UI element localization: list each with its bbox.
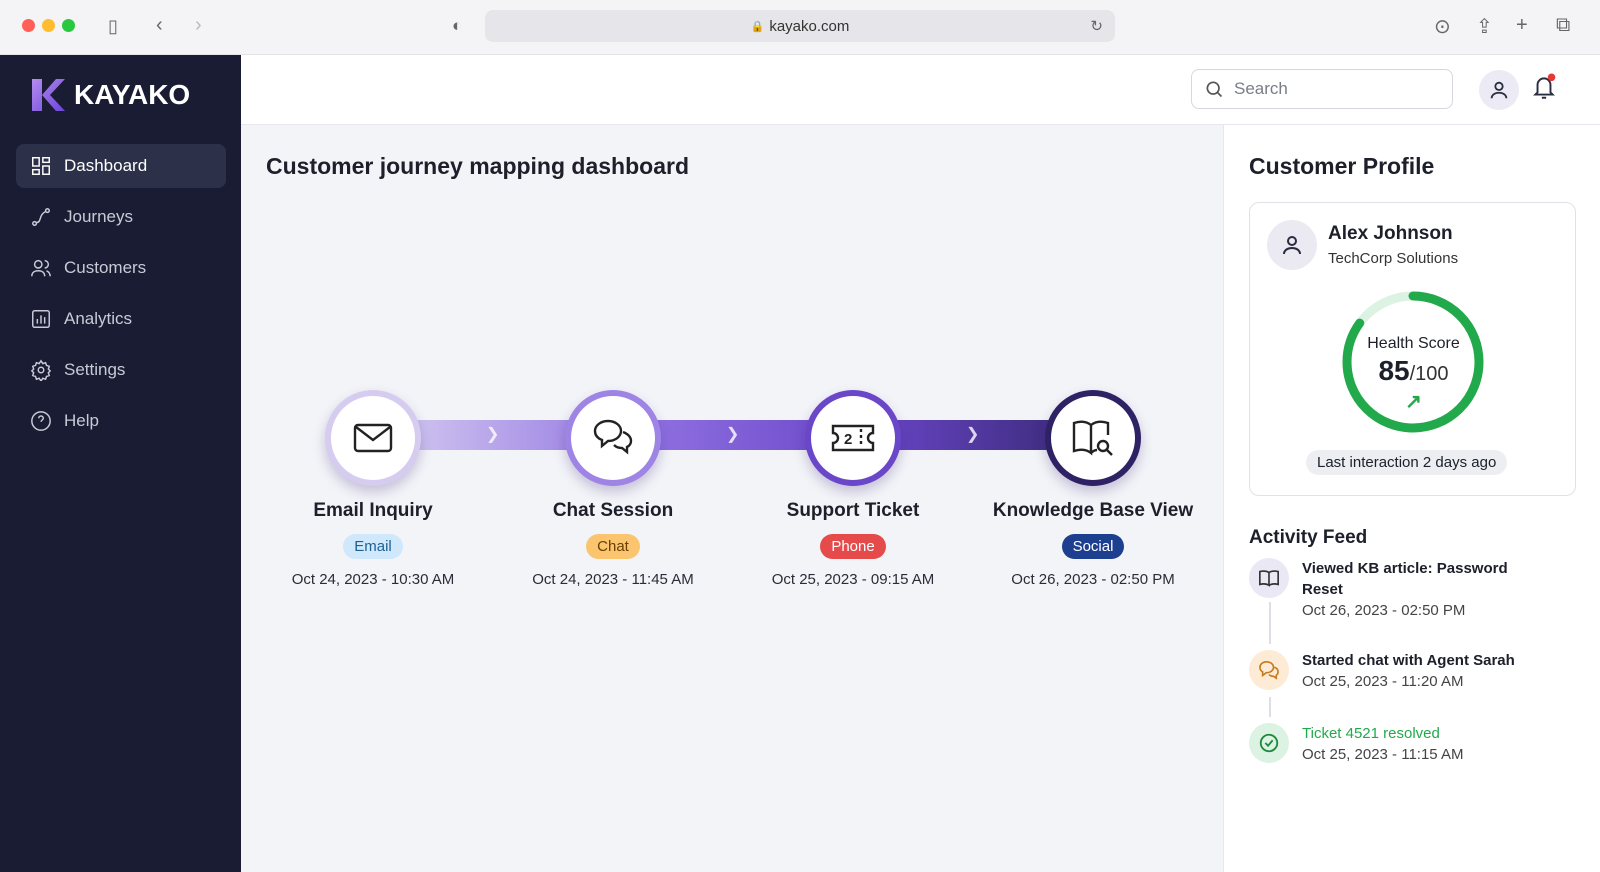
forward-icon[interactable]: › xyxy=(195,14,202,36)
user-icon xyxy=(1490,81,1508,99)
journey-connector xyxy=(371,420,1081,450)
back-icon[interactable]: ‹ xyxy=(156,14,163,36)
arrow-right-icon: ❯ xyxy=(486,426,500,443)
user-icon xyxy=(1283,236,1301,255)
last-interaction-badge: Last interaction 2 days ago xyxy=(1306,450,1508,475)
arrow-right-icon: ❯ xyxy=(966,426,980,443)
sidebar-toggle-icon[interactable]: ▯ xyxy=(108,16,118,36)
sidebar-item-journeys[interactable]: Journeys xyxy=(16,195,226,239)
minimize-window-button[interactable] xyxy=(42,19,55,32)
chart-icon xyxy=(32,310,50,328)
lock-icon: 🔒 xyxy=(750,20,765,33)
chat-icon xyxy=(1249,650,1289,690)
book-icon xyxy=(1249,558,1289,598)
book-search-icon xyxy=(1072,420,1113,456)
shield-icon[interactable]: ◐ xyxy=(452,16,463,35)
search-input[interactable]: Search xyxy=(1191,69,1453,109)
channel-badge: Phone xyxy=(820,534,886,559)
timeline-line xyxy=(1269,697,1271,717)
address-bar[interactable]: 🔒 kayako.com ↻ xyxy=(485,10,1115,42)
bell-icon xyxy=(1533,73,1556,99)
health-score-value: 85/100 xyxy=(1378,355,1449,386)
sidebar-item-analytics[interactable]: Analytics xyxy=(16,297,226,341)
mail-icon xyxy=(353,423,393,453)
main-content: Customer journey mapping dashboard ❯ ❯ ❯… xyxy=(241,125,1223,872)
profile-card: Alex Johnson TechCorp Solutions Health S… xyxy=(1249,202,1576,496)
health-score-ring xyxy=(1342,291,1484,433)
maximize-window-button[interactable] xyxy=(62,19,75,32)
customer-name: Alex Johnson xyxy=(1328,223,1453,244)
sidebar: KAYAKO Dashboard Journeys Customers Anal… xyxy=(0,55,241,872)
health-score-arc xyxy=(1342,291,1484,433)
trend-up-icon: ↗ xyxy=(1405,391,1422,413)
route-icon xyxy=(32,208,50,226)
sidebar-item-customers[interactable]: Customers xyxy=(16,246,226,290)
journey-step-chat[interactable]: Chat Session Chat Oct 24, 2023 - 11:45 A… xyxy=(503,390,723,588)
sidebar-item-dashboard[interactable]: Dashboard xyxy=(16,144,226,188)
svg-text:2: 2 xyxy=(844,431,852,448)
check-circle-icon xyxy=(1249,723,1289,763)
arrow-right-icon: ❯ xyxy=(726,426,740,443)
share-icon[interactable]: ⇪ xyxy=(1476,16,1493,38)
user-avatar-button[interactable] xyxy=(1479,70,1519,110)
sidebar-item-settings[interactable]: Settings xyxy=(16,348,226,392)
search-icon xyxy=(1206,81,1223,98)
customer-company: TechCorp Solutions xyxy=(1328,250,1459,267)
sidebar-item-help[interactable]: Help xyxy=(16,399,226,443)
page-title: Customer journey mapping dashboard xyxy=(266,153,689,179)
journey-step-ticket[interactable]: 2 Support Ticket Phone Oct 25, 2023 - 09… xyxy=(743,390,963,588)
dashboard-icon xyxy=(32,157,50,175)
customer-profile-panel: Customer Profile Alex Johnson TechCorp S… xyxy=(1223,125,1600,872)
channel-badge: Chat xyxy=(586,534,640,559)
journey-step-knowledge-base[interactable]: Knowledge Base View Social Oct 26, 2023 … xyxy=(983,390,1203,588)
ticket-icon: 2 xyxy=(831,424,875,452)
close-window-button[interactable] xyxy=(22,19,35,32)
sidebar-nav: Dashboard Journeys Customers Analytics S… xyxy=(16,144,226,450)
new-tab-icon[interactable]: + xyxy=(1516,14,1528,36)
chat-icon xyxy=(593,419,633,455)
browser-toolbar: ▯ ‹ › ◐ 🔒 kayako.com ↻ ⊙ ⇪ + ⧉ xyxy=(0,0,1600,55)
gear-icon xyxy=(30,359,52,381)
kayako-logo-icon xyxy=(32,79,65,111)
timeline-line xyxy=(1269,602,1271,644)
top-header: Search xyxy=(241,55,1600,125)
users-icon xyxy=(31,259,51,277)
journey-step-email[interactable]: Email Inquiry Email Oct 24, 2023 - 10:30… xyxy=(263,390,483,588)
tabs-overview-icon[interactable]: ⧉ xyxy=(1556,14,1571,36)
notifications-button[interactable] xyxy=(1531,73,1557,106)
avatar xyxy=(1267,220,1317,270)
help-icon xyxy=(31,411,51,431)
channel-badge: Social xyxy=(1061,534,1125,559)
download-icon[interactable]: ⊙ xyxy=(1434,16,1451,38)
channel-badge: Email xyxy=(343,534,403,559)
journey-map: ❯ ❯ ❯ Email Inquiry Email Oct 24, 2023 -… xyxy=(241,390,1223,610)
brand-logo[interactable]: KAYAKO xyxy=(30,77,190,113)
reload-icon[interactable]: ↻ xyxy=(1090,18,1103,35)
